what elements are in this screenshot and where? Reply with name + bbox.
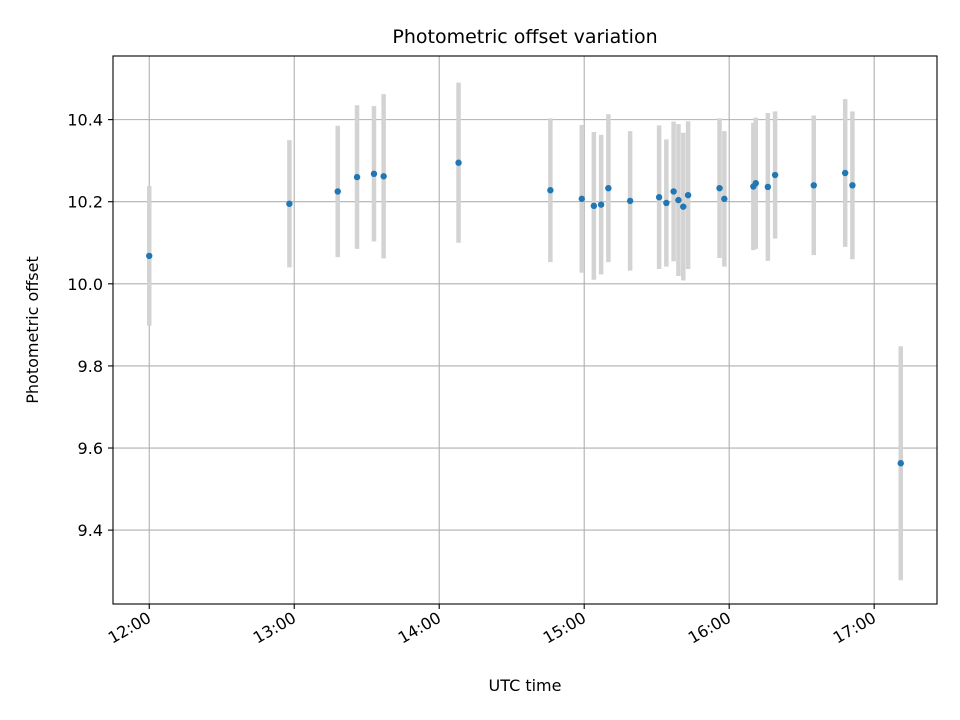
data-point xyxy=(764,183,772,191)
data-point xyxy=(605,184,612,192)
y-tick-label: 9.6 xyxy=(78,439,103,458)
data-point xyxy=(849,182,856,189)
data-point xyxy=(663,199,670,207)
data-point xyxy=(655,194,663,201)
data-point xyxy=(897,460,904,467)
y-tick-label: 9.4 xyxy=(78,521,103,540)
data-point xyxy=(841,169,849,177)
data-point xyxy=(771,171,779,179)
data-point xyxy=(578,195,585,203)
data-point xyxy=(680,203,687,210)
y-axis-label: Photometric offset xyxy=(23,256,42,404)
data-point xyxy=(146,252,153,260)
point-layer xyxy=(146,159,904,467)
data-point xyxy=(353,173,361,181)
data-point xyxy=(547,187,554,194)
chart-title: Photometric offset variation xyxy=(392,26,657,48)
data-point xyxy=(670,188,677,195)
data-point xyxy=(675,196,682,204)
y-tick-label: 10.0 xyxy=(67,275,103,294)
data-point xyxy=(721,195,728,203)
data-point xyxy=(752,180,759,187)
data-point xyxy=(455,159,462,166)
data-point xyxy=(597,201,605,208)
data-point xyxy=(380,173,387,180)
y-tick-label: 10.2 xyxy=(67,193,103,212)
x-axis-label: UTC time xyxy=(489,676,562,695)
plot-frame xyxy=(112,55,938,605)
data-point xyxy=(590,202,598,210)
grid-layer xyxy=(113,56,937,604)
data-point xyxy=(810,182,817,189)
data-point xyxy=(286,200,293,207)
data-point xyxy=(684,191,692,199)
data-point xyxy=(626,197,634,205)
data-point xyxy=(716,184,723,192)
data-point xyxy=(370,170,378,178)
y-tick-label: 9.8 xyxy=(78,357,103,376)
y-tick-label: 10.4 xyxy=(67,111,103,130)
data-point xyxy=(334,188,341,195)
